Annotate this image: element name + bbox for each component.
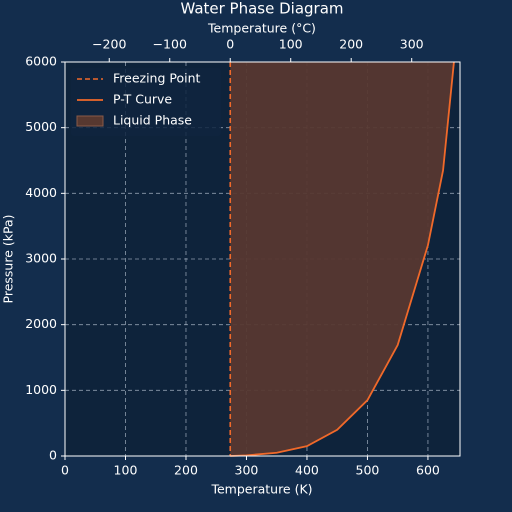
- x2-tick-label: 200: [339, 37, 363, 52]
- plot-frame: [64, 61, 461, 457]
- y-axis-label: Pressure (kPa): [1, 215, 16, 304]
- y-tick-label: 3000: [25, 251, 57, 266]
- x-tick-label: 0: [61, 463, 69, 478]
- x2-axis-label: Temperature (°C): [207, 21, 316, 36]
- x2-tick-label: −200: [92, 37, 126, 52]
- legend-label: Liquid Phase: [113, 113, 192, 128]
- y-tick-label: 4000: [25, 185, 57, 200]
- y-tick-label: 5000: [25, 119, 57, 134]
- x-tick-label: 500: [356, 463, 380, 478]
- y-tick-label: 1000: [25, 382, 57, 397]
- legend-fill: [76, 115, 104, 127]
- x-tick-label: 400: [295, 463, 319, 478]
- y-tick-label: 2000: [25, 316, 57, 331]
- x2-tick-label: −100: [153, 37, 187, 52]
- x-tick-label: 100: [114, 463, 138, 478]
- pt-curve: [230, 61, 455, 457]
- y-tick-label: 6000: [25, 54, 57, 69]
- y-tick-label: 0: [49, 448, 57, 463]
- x-tick-label: 600: [416, 463, 440, 478]
- chart-title: Water Phase Diagram: [180, 0, 343, 18]
- legend-label: Freezing Point: [113, 71, 201, 86]
- legend-label: P-T Curve: [113, 92, 172, 107]
- x2-tick-label: 0: [226, 37, 234, 52]
- x2-tick-label: 100: [279, 37, 303, 52]
- x-tick-label: 200: [174, 463, 198, 478]
- legend-box: [71, 68, 221, 136]
- x-axis-label: Temperature (K): [210, 482, 312, 497]
- liquid-region: [230, 62, 454, 456]
- x2-tick-label: 300: [400, 37, 424, 52]
- x-tick-label: 300: [235, 463, 259, 478]
